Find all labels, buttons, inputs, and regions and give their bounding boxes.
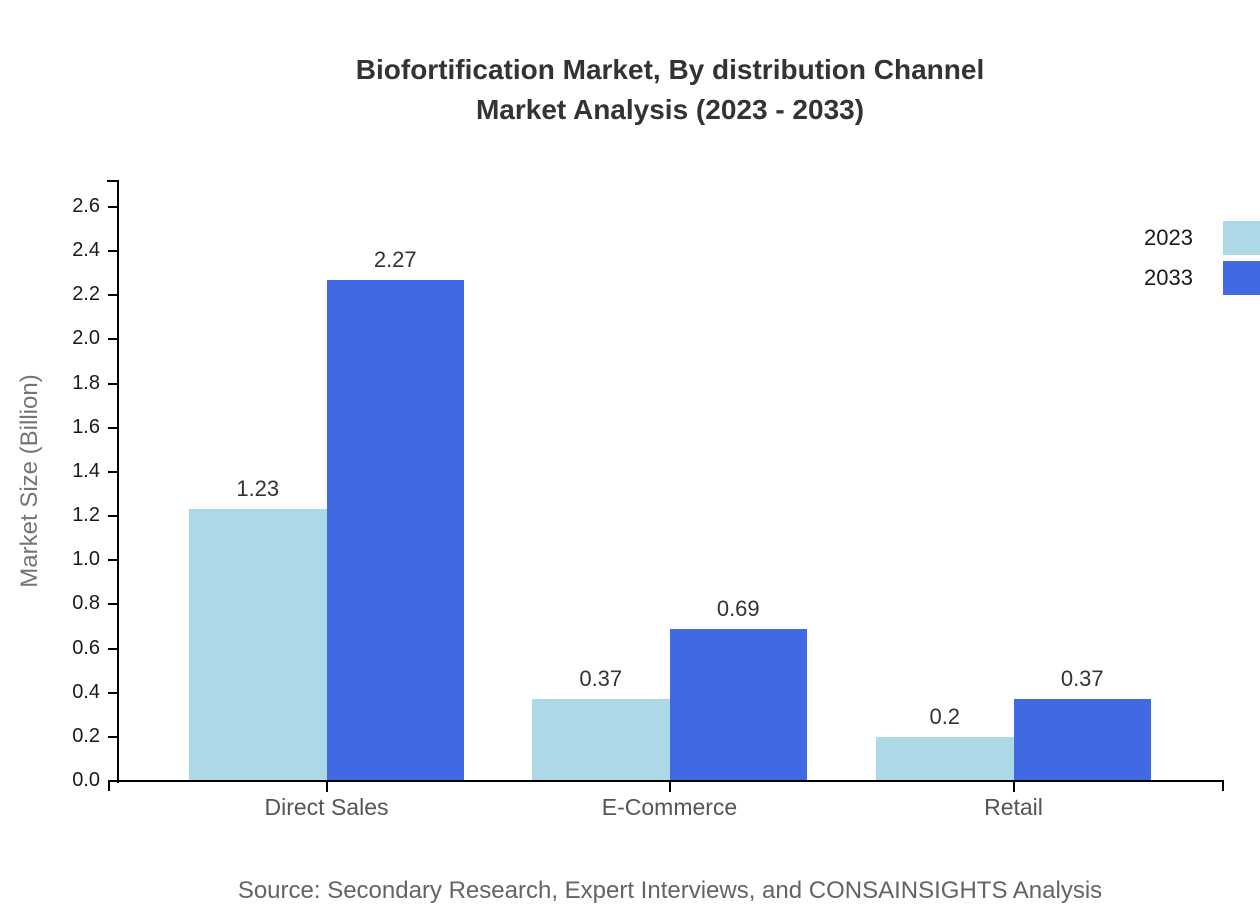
- y-tick-label: 0.6: [72, 636, 100, 659]
- y-tick-mark: [108, 294, 118, 297]
- chart-title-line1: Biofortification Market, By distribution…: [355, 54, 985, 85]
- legend-label-2023: 2023: [1144, 225, 1193, 250]
- y-tick-mark: [108, 735, 118, 738]
- y-tick-label: 1.0: [72, 548, 100, 571]
- bar-2023-retail: [876, 736, 1014, 782]
- chart-title-line2: Market Analysis (2023 - 2033): [475, 94, 865, 125]
- x-axis-left-end-tick: [108, 780, 110, 791]
- y-tick-mark: [108, 691, 118, 694]
- bar-2023-direct-sales: [189, 509, 327, 782]
- y-tick-label: 0.2: [72, 724, 100, 747]
- y-tick-mark: [108, 338, 118, 341]
- source-note: Source: Secondary Research, Expert Inter…: [237, 877, 1103, 904]
- bar-value-label: 2.27: [373, 246, 417, 272]
- bar-value-label: 0.2: [929, 703, 961, 729]
- bar-value-label: 0.69: [716, 595, 760, 621]
- bar-value-label: 0.37: [1060, 666, 1104, 692]
- y-tick-label: 1.4: [72, 459, 100, 482]
- y-tick-label: 2.6: [72, 194, 100, 217]
- x-category-label: E-Commerce: [601, 794, 738, 820]
- legend-label-2033: 2033: [1144, 265, 1193, 290]
- y-axis-top-cap: [107, 180, 117, 182]
- x-tick-mark: [668, 782, 671, 792]
- y-tick-label: 0.8: [72, 592, 100, 615]
- x-category-label: Direct Sales: [264, 794, 389, 820]
- x-tick-mark: [325, 782, 328, 792]
- y-tick-label: 2.4: [72, 239, 100, 262]
- bar-value-label: 0.37: [579, 666, 623, 692]
- y-tick-mark: [108, 470, 118, 473]
- y-tick-mark: [108, 515, 118, 518]
- y-tick-mark: [108, 559, 118, 562]
- bar-2033-e-commerce: [669, 628, 807, 782]
- y-axis-line: [117, 180, 119, 783]
- bar-value-label: 1.23: [236, 476, 280, 502]
- bar-2023-e-commerce: [532, 699, 670, 782]
- bar-2033-retail: [1013, 699, 1151, 782]
- legend-swatch-2023: [1223, 221, 1260, 255]
- x-axis-line: [108, 780, 1224, 782]
- y-tick-label: 0.4: [72, 680, 100, 703]
- y-tick-mark: [108, 205, 118, 208]
- bar-2033-direct-sales: [326, 279, 464, 782]
- legend-swatch-2033: [1223, 261, 1260, 295]
- x-category-label: Retail: [984, 794, 1043, 820]
- y-tick-label: 2.2: [72, 283, 100, 306]
- y-tick-mark: [108, 603, 118, 606]
- y-tick-mark: [108, 647, 118, 650]
- y-tick-mark: [108, 382, 118, 385]
- x-axis-right-end-tick: [1222, 780, 1224, 791]
- x-tick-mark: [1012, 782, 1015, 792]
- y-tick-mark: [108, 250, 118, 253]
- y-tick-label: 0.0: [72, 769, 100, 791]
- y-tick-label: 1.6: [72, 415, 100, 438]
- y-tick-label: 1.8: [72, 371, 100, 394]
- y-tick-label: 1.2: [72, 504, 100, 527]
- chart-title: Biofortification Market, By distribution…: [118, 50, 1222, 130]
- y-tick-mark: [108, 426, 118, 429]
- y-tick-label: 2.0: [72, 327, 100, 350]
